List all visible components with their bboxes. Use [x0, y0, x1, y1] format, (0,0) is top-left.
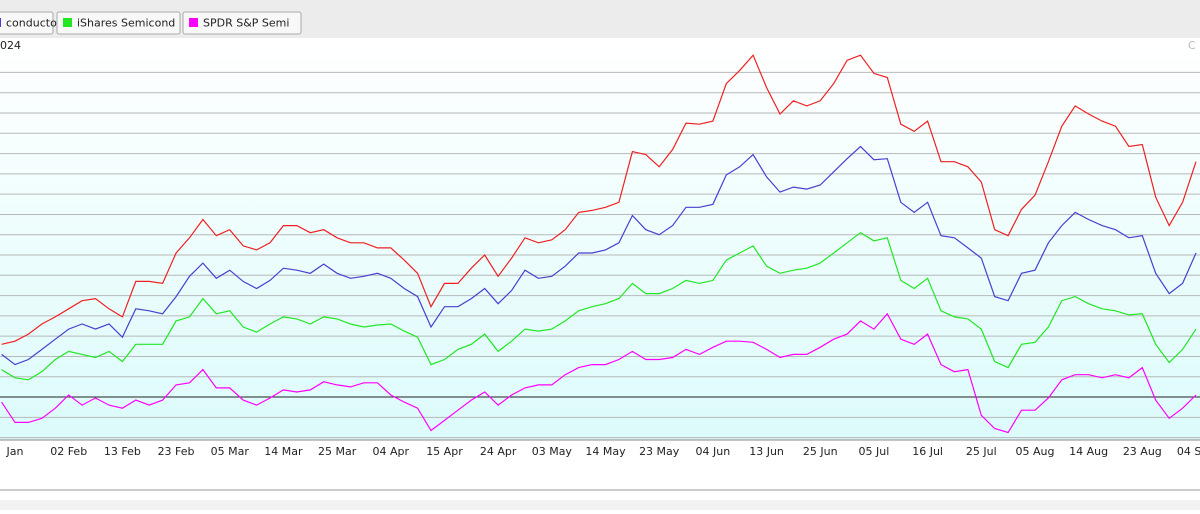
x-tick-label: 14 Aug	[1069, 445, 1108, 458]
series-line	[1, 145, 1197, 366]
x-tick-label: Jan	[6, 445, 24, 458]
x-tick-label: 25 Jun	[803, 445, 838, 458]
x-tick-label: 24 Apr	[480, 445, 517, 458]
x-tick-label: 04 Jun	[696, 445, 731, 458]
x-tick-label: 15 Apr	[426, 445, 463, 458]
legend-label: SPDR S&P Semi	[203, 17, 289, 30]
footer	[0, 500, 1200, 510]
legend-swatch	[63, 18, 72, 27]
x-tick-label: 25 Jul	[966, 445, 997, 458]
legend-button[interactable]	[56, 11, 181, 35]
x-tick-label: 04 Apr	[373, 445, 410, 458]
x-tick-label: 14 Mar	[264, 445, 303, 458]
corner-text: C	[1188, 39, 1196, 52]
series-line	[1, 54, 1197, 345]
corner-text: 024	[0, 39, 21, 52]
legend-button[interactable]	[0, 11, 54, 35]
x-tick-label: 13 Jun	[749, 445, 784, 458]
legend-label: conductor	[6, 17, 62, 30]
x-tick-label: 02 Feb	[50, 445, 87, 458]
series-line	[1, 312, 1197, 434]
series-line	[1, 231, 1197, 381]
x-tick-label: 23 May	[639, 445, 680, 458]
legend-swatch	[0, 18, 1, 27]
x-tick-label: 05 Aug	[1015, 445, 1054, 458]
x-tick-label: 05 Mar	[211, 445, 250, 458]
legend-swatch	[189, 18, 198, 27]
x-tick-label: 03 May	[532, 445, 573, 458]
x-tick-label: 13 Feb	[104, 445, 141, 458]
x-tick-label: 04 Sep	[1177, 445, 1200, 458]
x-tick-label: 16 Jul	[912, 445, 943, 458]
x-tick-label: 14 May	[585, 445, 626, 458]
legend-button[interactable]	[182, 11, 302, 35]
x-tick-label: 23 Aug	[1123, 445, 1162, 458]
plot-area	[0, 40, 1200, 440]
x-tick-label: 25 Mar	[318, 445, 357, 458]
x-tick-label: 23 Feb	[158, 445, 195, 458]
x-tick-label: 05 Jul	[859, 445, 890, 458]
legend-label: iShares Semicond	[77, 17, 175, 30]
